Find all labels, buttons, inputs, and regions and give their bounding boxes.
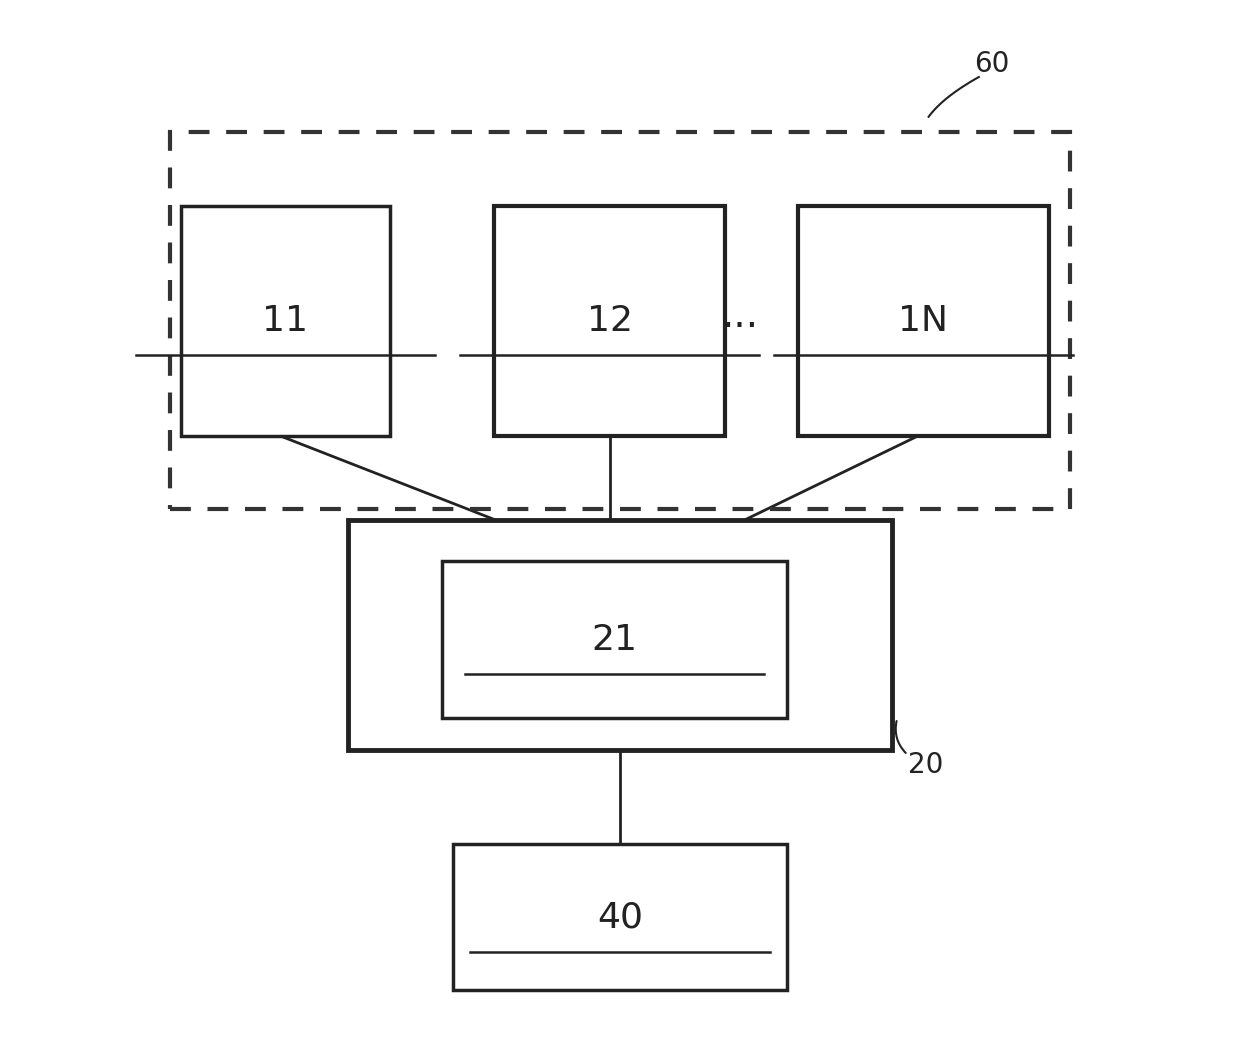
Text: 60: 60: [973, 51, 1009, 78]
Bar: [181, 206, 389, 436]
Text: 20: 20: [908, 752, 944, 779]
Bar: [348, 519, 892, 749]
Bar: [453, 844, 787, 990]
Bar: [495, 206, 724, 436]
Text: 21: 21: [591, 623, 637, 657]
Text: 12: 12: [587, 304, 632, 338]
Text: ...: ...: [722, 297, 759, 335]
Bar: [170, 132, 1070, 509]
Text: 11: 11: [262, 304, 309, 338]
Text: 40: 40: [596, 900, 644, 934]
Text: 1N: 1N: [898, 304, 949, 338]
Bar: [443, 562, 787, 719]
Bar: [797, 206, 1049, 436]
